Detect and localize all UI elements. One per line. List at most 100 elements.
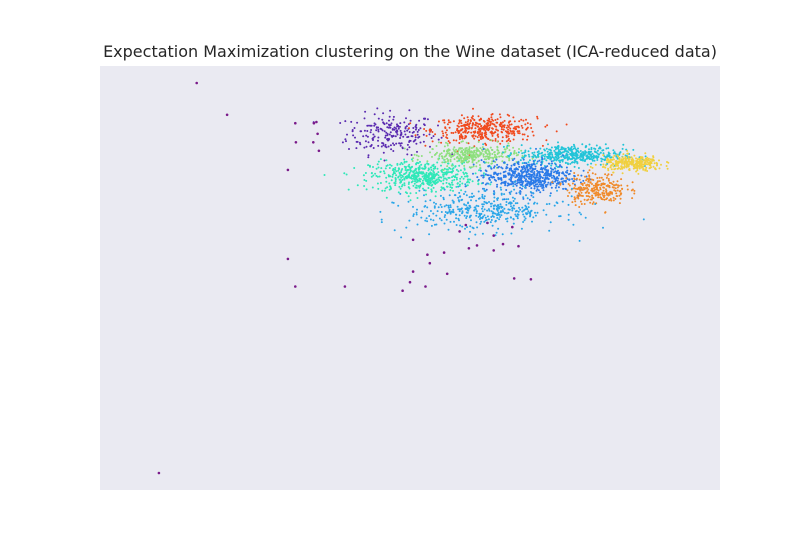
data-point bbox=[505, 201, 508, 203]
data-point bbox=[461, 182, 464, 185]
data-point bbox=[464, 227, 466, 230]
data-point bbox=[585, 155, 588, 158]
data-point bbox=[449, 220, 452, 223]
data-point bbox=[473, 151, 476, 154]
data-point bbox=[547, 162, 550, 165]
series-3 bbox=[403, 139, 540, 171]
data-point bbox=[452, 175, 455, 178]
data-point bbox=[417, 155, 420, 158]
data-point bbox=[547, 155, 550, 158]
data-point bbox=[452, 201, 455, 204]
data-point bbox=[363, 179, 366, 181]
data-point bbox=[458, 183, 461, 186]
data-point bbox=[377, 160, 380, 163]
data-point bbox=[372, 166, 374, 168]
data-point bbox=[588, 185, 591, 188]
data-point bbox=[514, 126, 517, 128]
data-point bbox=[478, 197, 481, 200]
data-point bbox=[491, 118, 494, 121]
data-point bbox=[638, 163, 641, 165]
data-point bbox=[588, 143, 591, 146]
data-point bbox=[472, 159, 475, 162]
data-point bbox=[458, 120, 461, 123]
data-point bbox=[386, 138, 389, 140]
data-point bbox=[585, 184, 588, 187]
data-point bbox=[367, 141, 370, 144]
data-point bbox=[544, 166, 547, 169]
data-point bbox=[518, 179, 521, 182]
data-point bbox=[382, 142, 385, 145]
data-point bbox=[493, 156, 496, 158]
data-point bbox=[532, 192, 535, 195]
data-point bbox=[380, 167, 383, 170]
data-point bbox=[566, 189, 569, 192]
data-point bbox=[598, 176, 601, 179]
data-point bbox=[551, 176, 553, 179]
data-point bbox=[458, 142, 461, 144]
data-point bbox=[488, 201, 490, 203]
data-point bbox=[442, 179, 445, 182]
data-point bbox=[524, 186, 526, 189]
data-point bbox=[528, 185, 531, 188]
data-point bbox=[476, 131, 479, 134]
series-1 bbox=[408, 107, 568, 157]
data-point bbox=[468, 204, 471, 207]
data-point bbox=[513, 132, 516, 135]
data-point bbox=[446, 212, 449, 214]
data-point bbox=[521, 166, 524, 169]
data-point bbox=[496, 133, 499, 136]
data-point bbox=[380, 218, 383, 221]
data-point bbox=[465, 135, 468, 138]
data-point bbox=[381, 189, 384, 192]
data-point bbox=[461, 135, 464, 138]
data-point bbox=[612, 171, 615, 174]
data-point bbox=[458, 147, 461, 150]
data-point bbox=[557, 169, 559, 172]
data-point bbox=[559, 161, 561, 164]
data-point bbox=[471, 158, 474, 161]
data-point bbox=[644, 152, 647, 155]
data-point bbox=[377, 130, 380, 133]
data-point bbox=[493, 173, 495, 175]
data-point bbox=[481, 205, 484, 208]
data-point bbox=[649, 158, 652, 161]
data-point bbox=[477, 140, 480, 143]
data-point bbox=[579, 150, 582, 152]
data-point bbox=[461, 225, 464, 228]
data-point bbox=[370, 175, 373, 178]
data-point bbox=[523, 156, 526, 158]
data-point bbox=[344, 120, 347, 123]
data-point bbox=[496, 185, 498, 188]
data-point bbox=[514, 170, 517, 173]
data-point bbox=[602, 163, 605, 166]
data-point bbox=[493, 176, 496, 179]
data-point bbox=[499, 123, 502, 126]
data-point bbox=[385, 159, 388, 162]
data-point bbox=[503, 119, 506, 122]
data-point bbox=[624, 159, 627, 162]
data-point bbox=[386, 126, 389, 129]
data-point bbox=[440, 164, 442, 167]
data-point bbox=[552, 159, 555, 162]
data-point bbox=[407, 200, 410, 203]
data-point bbox=[433, 167, 436, 170]
data-point bbox=[369, 145, 372, 148]
data-point bbox=[483, 208, 486, 211]
data-point bbox=[384, 167, 387, 170]
data-point bbox=[416, 223, 419, 226]
data-point bbox=[393, 144, 396, 146]
data-point bbox=[577, 186, 580, 189]
data-point bbox=[418, 135, 421, 138]
data-point bbox=[463, 193, 465, 195]
data-point bbox=[467, 247, 471, 250]
data-point bbox=[646, 156, 649, 159]
data-point bbox=[558, 215, 561, 218]
data-point bbox=[553, 177, 556, 180]
data-point bbox=[464, 223, 468, 227]
data-point bbox=[518, 148, 520, 150]
data-point bbox=[472, 153, 475, 156]
data-point bbox=[437, 176, 440, 179]
data-point bbox=[527, 206, 530, 209]
data-point bbox=[574, 147, 577, 150]
data-point bbox=[508, 132, 511, 135]
